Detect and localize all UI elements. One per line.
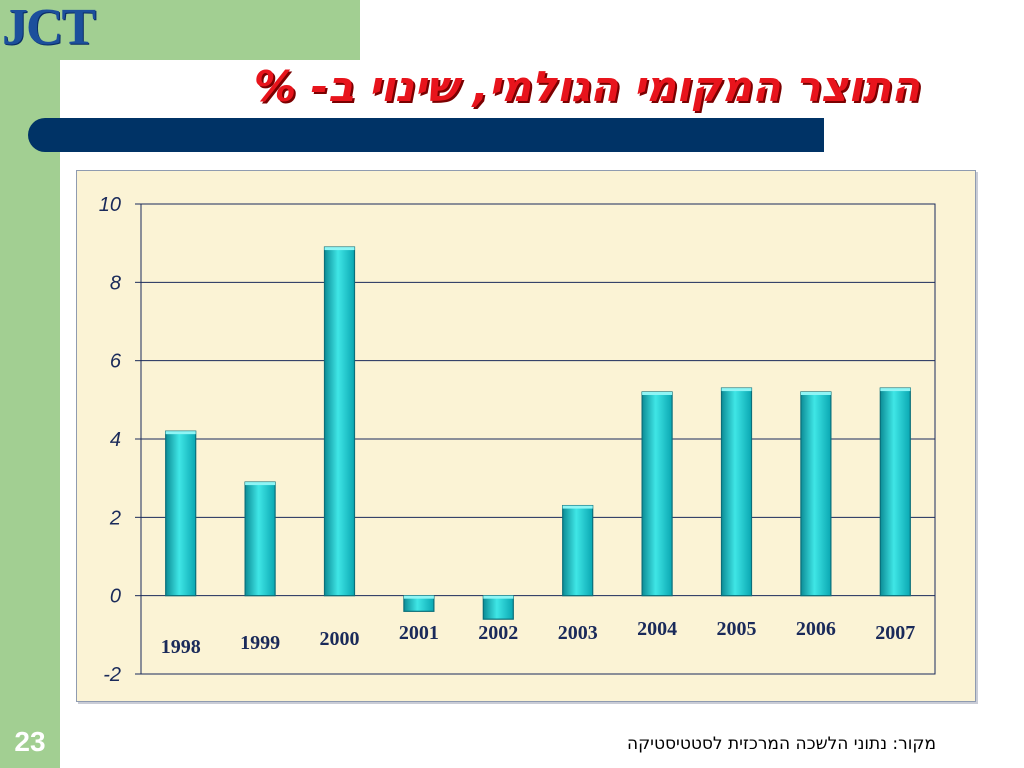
- y-tick-label: -2: [103, 664, 121, 686]
- slide-title: התוצר המקומי הגולמי, שינוי ב- %: [253, 62, 920, 111]
- bar-cap: [245, 482, 276, 486]
- bar-cap: [165, 431, 196, 435]
- bar-cap: [562, 505, 593, 509]
- bar-cap: [880, 388, 911, 392]
- y-axis-ticks: 10 8 6 4 2 0 -2: [99, 194, 122, 686]
- y-tick-label: 10: [99, 194, 121, 216]
- bar-cap: [324, 247, 355, 251]
- category-label: 1999: [240, 632, 280, 654]
- logo-text: JCT: [2, 0, 96, 56]
- y-tick-label: 0: [110, 586, 121, 608]
- category-label: 2007: [875, 622, 915, 644]
- bar-cap: [721, 388, 752, 392]
- category-labels: 1998 1999 2000 2001 2002 2003 2004 2005 2006 2007: [161, 618, 916, 658]
- left-green-strip: [0, 0, 60, 768]
- bars: [165, 246, 911, 620]
- top-green-band: [60, 0, 360, 60]
- y-tick-label: 2: [109, 507, 121, 529]
- chart-frame: 10 8 6 4 2 0 -2 1998 1999 2000 2001 2002 2003 2004 20…: [76, 170, 976, 702]
- bar: [244, 481, 276, 597]
- source-note: מקור: נתוני הלשכה המרכזית לסטטיסטיקה: [627, 734, 936, 754]
- bar: [165, 430, 197, 597]
- bar: [879, 387, 911, 597]
- category-label: 2005: [717, 618, 757, 640]
- slide-number: 23: [14, 726, 46, 757]
- category-label: 2006: [796, 618, 836, 640]
- bar-cap: [483, 595, 514, 599]
- bar: [482, 595, 514, 620]
- bar: [562, 504, 594, 597]
- category-label: 2002: [478, 622, 518, 644]
- gdp-bar-chart: 10 8 6 4 2 0 -2 1998 1999 2000 2001 2002 2003 2004 20…: [99, 194, 936, 686]
- category-label: 2004: [637, 618, 677, 640]
- bar: [800, 391, 832, 597]
- category-label: 2003: [558, 622, 598, 644]
- bar: [403, 595, 435, 612]
- jct-logo: JCT: [0, 0, 150, 60]
- bar-cap: [800, 392, 831, 395]
- bar: [641, 391, 673, 597]
- bar: [720, 387, 753, 597]
- bar-cap: [642, 392, 673, 395]
- category-label: 1998: [161, 636, 201, 658]
- category-label: 2001: [399, 622, 439, 644]
- category-label: 2000: [320, 628, 360, 650]
- title-underline-bar: [28, 118, 824, 152]
- y-tick-label: 8: [110, 272, 121, 294]
- y-tick-label: 6: [110, 351, 122, 373]
- bar-cap: [403, 595, 434, 599]
- y-tick-label: 4: [110, 429, 121, 451]
- bar: [323, 246, 356, 597]
